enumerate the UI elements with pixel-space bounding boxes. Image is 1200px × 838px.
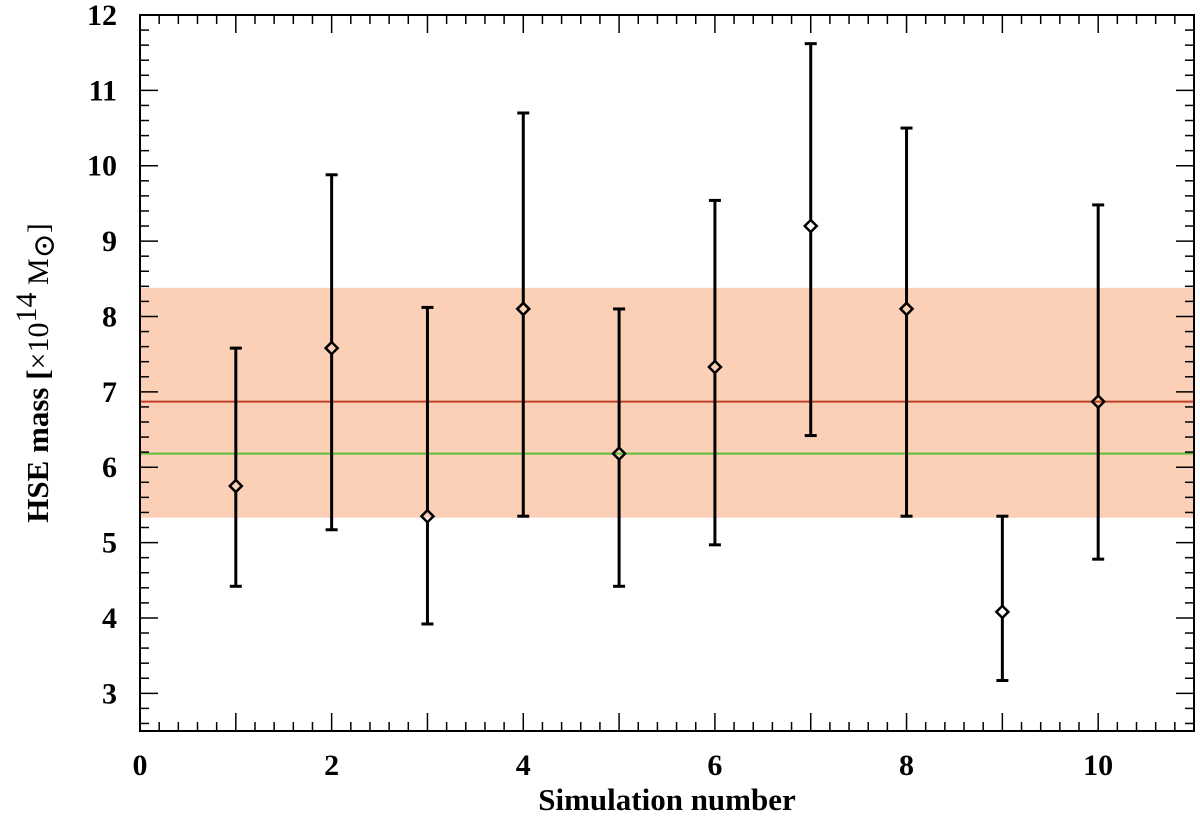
- sun-symbol: ⊙: [28, 233, 61, 258]
- y-tick-label: 12: [87, 0, 117, 32]
- diamond-marker: [515, 301, 532, 317]
- y-axis-title-unit: M: [22, 258, 55, 292]
- diamond-marker: [611, 445, 627, 462]
- diamond-marker: [419, 508, 436, 524]
- diamond-marker: [707, 359, 723, 375]
- tick-labels: 0 2 4 6 8 10 3 4 5 6 7 8 9 10 11 12: [87, 0, 1113, 782]
- y-tick-label: 4: [102, 602, 117, 635]
- data-point: [515, 111, 532, 518]
- diamond-marker: [228, 478, 244, 494]
- data-point: [802, 42, 819, 438]
- data-point: [1090, 203, 1106, 561]
- x-axis-title: Simulation number: [538, 782, 796, 817]
- y-axis-title-exponent: 14: [10, 293, 43, 323]
- data-point: [611, 307, 627, 588]
- y-tick-label: 11: [89, 74, 117, 107]
- x-tick-label: 4: [516, 749, 531, 782]
- data-point: [228, 346, 244, 588]
- y-axis-title: HSE mass [×1014 M⊙]: [10, 223, 61, 523]
- reference-lines: [140, 400, 1194, 455]
- diamond-marker: [323, 340, 340, 356]
- y-tick-label: 5: [102, 527, 117, 560]
- y-tick-label: 3: [102, 677, 117, 710]
- data-point: [419, 305, 436, 626]
- data-point: [323, 173, 340, 532]
- data-point: [898, 126, 915, 518]
- axis-ticks: [139, 14, 1195, 731]
- y-axis-title-suffix: ]: [22, 223, 55, 233]
- x-tick-label: 10: [1083, 749, 1113, 782]
- data-points: [228, 42, 1106, 683]
- y-tick-label: 9: [102, 225, 117, 258]
- plot-frame: [139, 14, 1195, 732]
- band-layer: [140, 287, 1194, 518]
- y-tick-label: 7: [102, 376, 117, 409]
- y-tick-label: 6: [102, 451, 117, 484]
- x-tick-label: 8: [899, 749, 914, 782]
- y-tick-label: 10: [87, 150, 117, 183]
- data-point: [707, 198, 723, 547]
- y-axis-title-prefix: HSE mass [: [20, 369, 55, 522]
- diamond-marker: [994, 604, 1011, 620]
- x-tick-label: 2: [324, 749, 339, 782]
- confidence-band: [140, 287, 1194, 518]
- diamond-marker: [1090, 393, 1106, 410]
- data-point: [994, 514, 1011, 683]
- x-tick-label: 6: [707, 749, 722, 782]
- diamond-marker: [898, 301, 915, 317]
- y-tick-label: 8: [102, 300, 117, 333]
- diamond-marker: [802, 218, 819, 234]
- y-axis-title-times: ×10: [22, 323, 55, 370]
- x-tick-label: 0: [133, 749, 148, 782]
